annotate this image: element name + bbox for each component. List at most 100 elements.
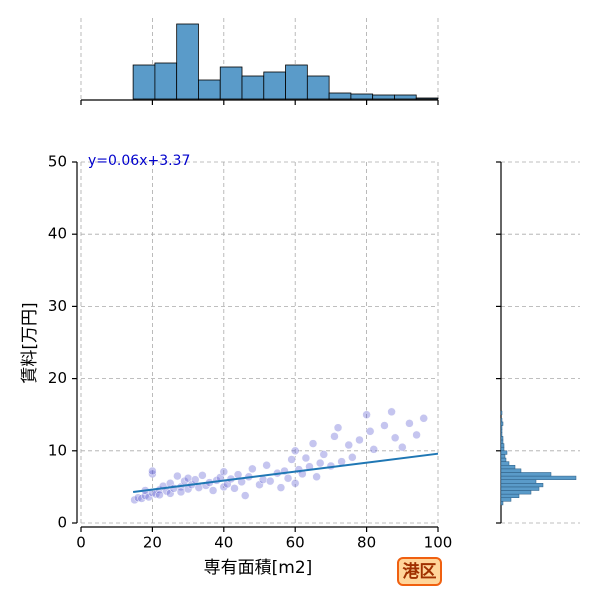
point bbox=[308, 439, 318, 448]
point bbox=[355, 435, 364, 445]
point bbox=[148, 466, 157, 476]
point bbox=[208, 486, 218, 495]
bar bbox=[500, 486, 540, 491]
bar bbox=[415, 97, 439, 100]
point bbox=[265, 476, 275, 486]
bar bbox=[500, 454, 506, 459]
bar bbox=[350, 93, 374, 100]
point bbox=[290, 446, 300, 456]
bar bbox=[500, 497, 512, 502]
point bbox=[330, 432, 339, 441]
point bbox=[144, 492, 154, 502]
bar bbox=[500, 436, 504, 441]
point bbox=[412, 430, 421, 440]
point bbox=[148, 469, 157, 479]
bar bbox=[500, 479, 537, 484]
bar bbox=[500, 468, 522, 473]
bar bbox=[500, 450, 508, 455]
point bbox=[219, 467, 229, 476]
badge-box bbox=[397, 557, 442, 586]
point bbox=[287, 455, 296, 464]
bar bbox=[132, 64, 156, 100]
point bbox=[390, 433, 400, 443]
point bbox=[333, 423, 343, 432]
point bbox=[248, 464, 257, 474]
bar bbox=[500, 483, 544, 488]
y-tick-label: 20 bbox=[48, 369, 67, 387]
bar bbox=[500, 464, 516, 470]
bar bbox=[372, 94, 395, 100]
x-tick-label: 40 bbox=[214, 534, 233, 552]
bar bbox=[500, 475, 577, 480]
x-tick-label: 0 bbox=[76, 534, 86, 552]
bar bbox=[263, 71, 286, 100]
fit-line bbox=[132, 452, 439, 493]
bar bbox=[500, 493, 520, 498]
x-axis-label: 専有面積[m2] bbox=[204, 558, 313, 578]
point bbox=[398, 442, 407, 452]
point bbox=[380, 421, 389, 430]
point bbox=[190, 475, 200, 484]
bar bbox=[176, 23, 199, 100]
bar bbox=[306, 75, 330, 100]
point bbox=[283, 473, 293, 483]
y-tick-label: 50 bbox=[48, 153, 67, 171]
bar bbox=[500, 432, 503, 437]
point bbox=[173, 471, 182, 481]
bar bbox=[198, 79, 221, 100]
point bbox=[141, 491, 150, 500]
bar bbox=[500, 501, 504, 506]
bar bbox=[500, 425, 503, 430]
point bbox=[365, 427, 375, 436]
bar bbox=[500, 428, 503, 434]
bar bbox=[500, 443, 505, 448]
point bbox=[166, 489, 175, 498]
point bbox=[301, 453, 311, 463]
bar bbox=[219, 66, 243, 100]
point bbox=[315, 458, 325, 468]
y-tick-label: 0 bbox=[57, 514, 67, 532]
x-tick-label: 60 bbox=[286, 534, 305, 552]
bar bbox=[328, 92, 352, 100]
bar bbox=[154, 62, 178, 100]
bar bbox=[500, 446, 505, 452]
point bbox=[133, 493, 143, 502]
bar bbox=[500, 490, 532, 495]
x-tick-label: 20 bbox=[143, 534, 162, 552]
point bbox=[240, 491, 250, 500]
point bbox=[262, 460, 271, 470]
point bbox=[276, 483, 286, 492]
point bbox=[176, 487, 186, 497]
point bbox=[219, 482, 229, 492]
point bbox=[348, 453, 357, 462]
bar bbox=[500, 439, 504, 444]
bar bbox=[394, 94, 417, 100]
point bbox=[290, 479, 300, 488]
point bbox=[369, 445, 378, 454]
point bbox=[183, 473, 193, 483]
bar bbox=[500, 418, 503, 423]
point bbox=[387, 407, 396, 417]
point bbox=[255, 480, 264, 489]
y-axis-label: 賃料[万円] bbox=[20, 302, 40, 383]
bar bbox=[500, 421, 504, 426]
point bbox=[151, 489, 161, 499]
point bbox=[319, 450, 329, 459]
point bbox=[198, 471, 207, 480]
annotation: y=0.06x+3.37 bbox=[88, 153, 190, 169]
point bbox=[230, 484, 239, 493]
bar bbox=[500, 410, 503, 415]
x-tick-label: 80 bbox=[357, 534, 376, 552]
point bbox=[419, 414, 428, 423]
bar bbox=[500, 472, 552, 477]
bar bbox=[285, 64, 308, 100]
bar bbox=[500, 461, 510, 466]
bar bbox=[500, 457, 507, 462]
badge: 港区 bbox=[403, 561, 437, 582]
bar bbox=[241, 75, 265, 100]
point bbox=[405, 419, 414, 428]
y-tick-label: 10 bbox=[48, 441, 67, 459]
x-tick-label: 100 bbox=[424, 534, 453, 552]
y-tick-label: 40 bbox=[48, 225, 67, 243]
